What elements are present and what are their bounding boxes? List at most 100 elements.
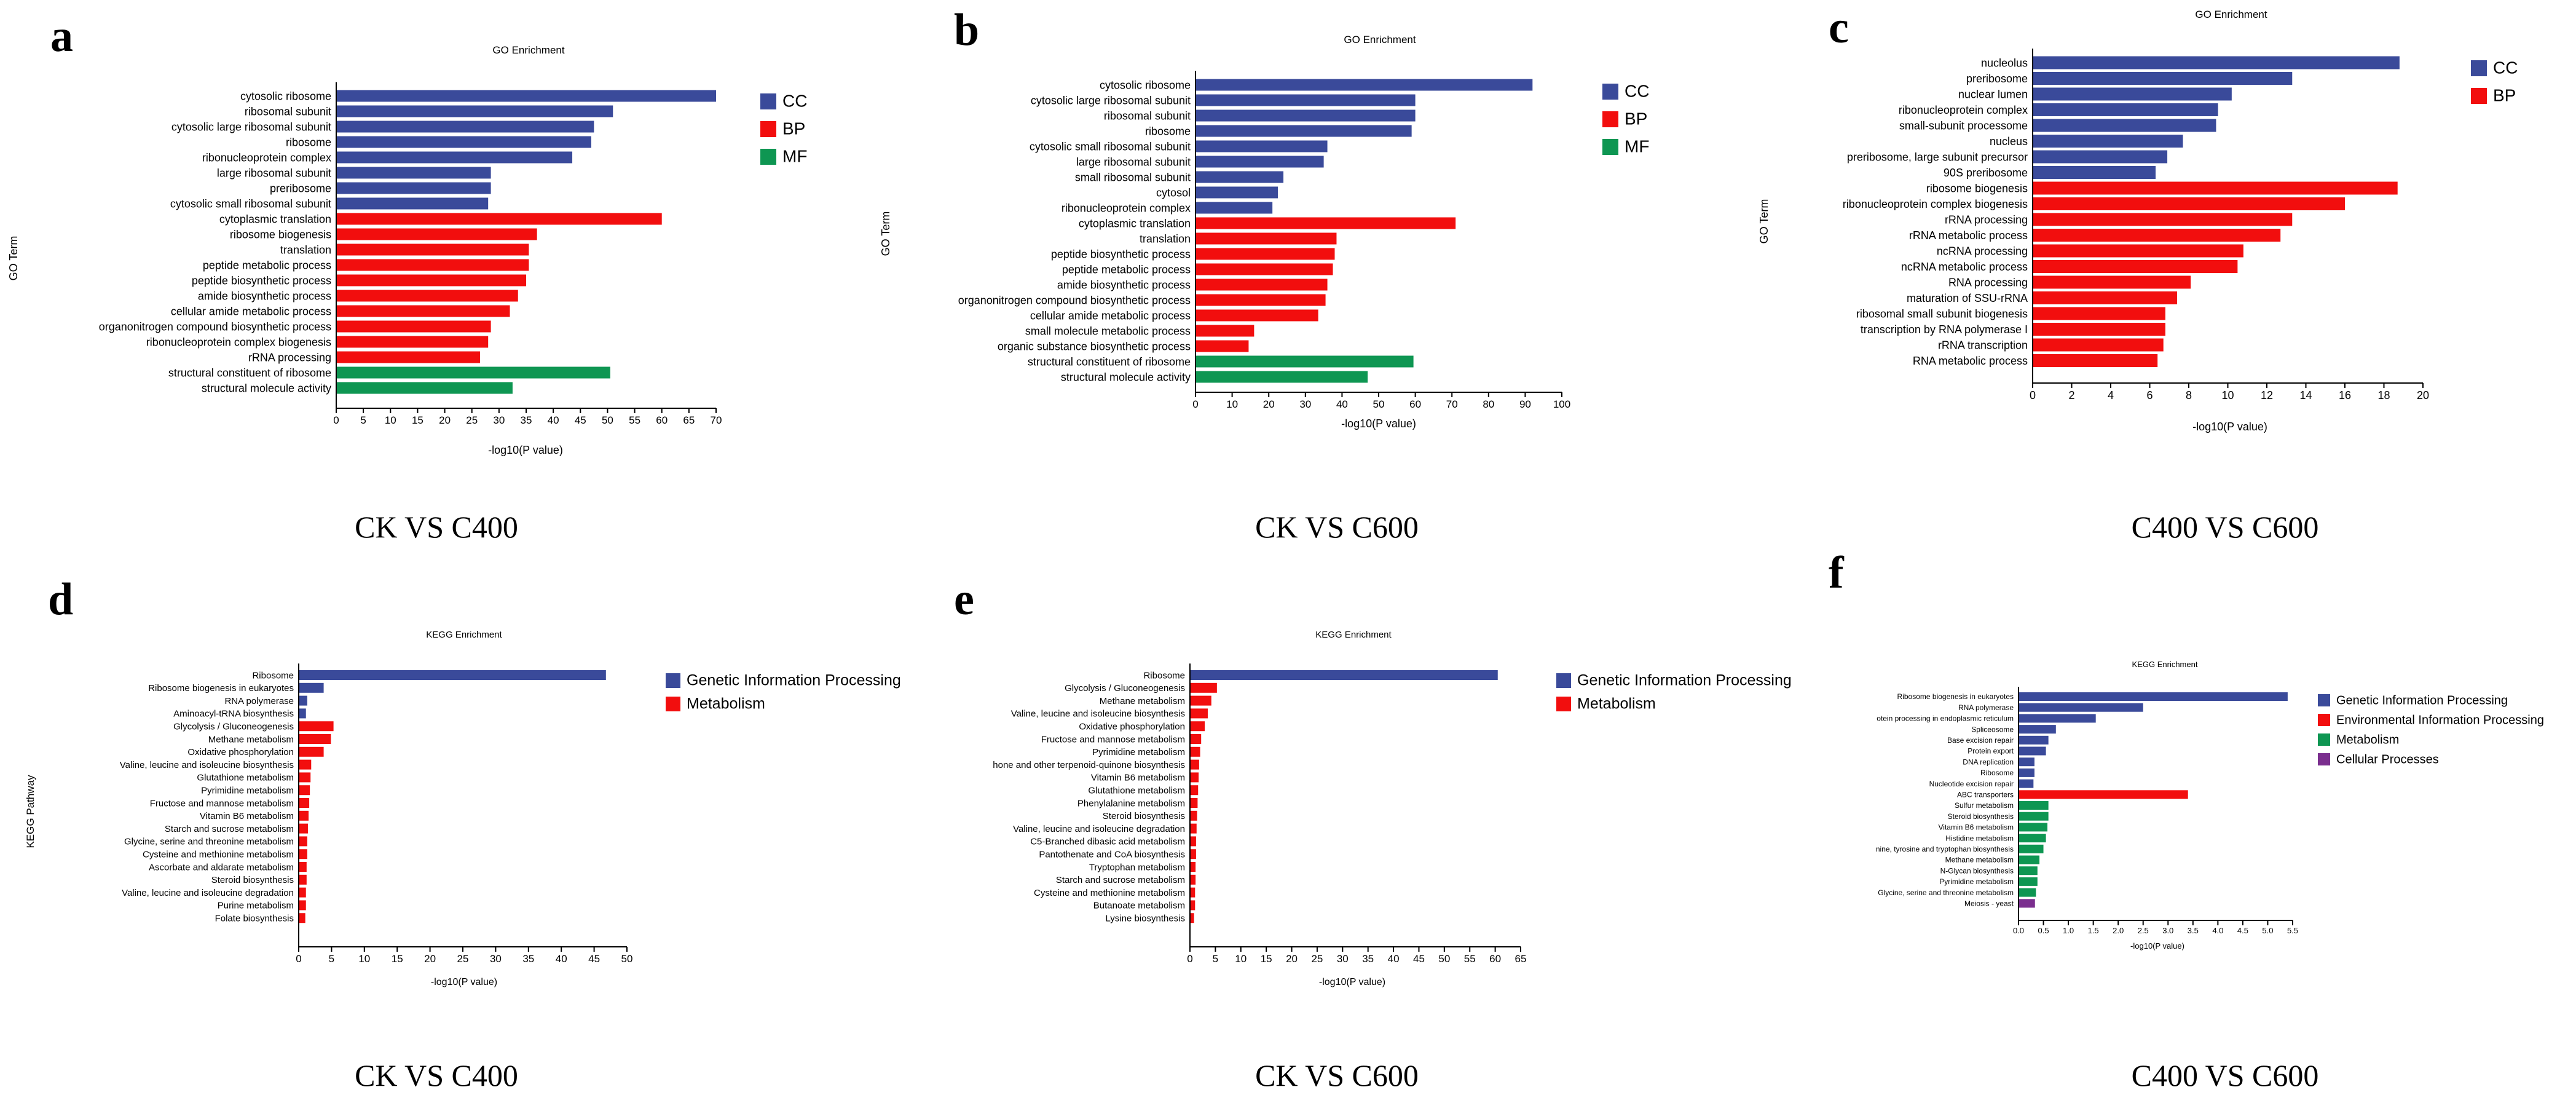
- chart-a-tick-label-2: 10: [385, 414, 396, 426]
- chart-b-category-label-9: cytoplasmic translation: [1079, 217, 1191, 229]
- chart-e-bar-10: [1191, 798, 1198, 808]
- chart-d-tick-label-2: 10: [358, 953, 370, 965]
- chart-d-category-label-16: Steroid biosynthesis: [211, 875, 294, 885]
- chart-c-category-label-16: ribosomal small subunit biogenesis: [1856, 307, 2028, 320]
- chart-b-bar-19: [1196, 371, 1368, 383]
- chart-a-tick-label-4: 20: [439, 414, 451, 426]
- chart-a-category-label-0: cytosolic ribosome: [240, 90, 331, 102]
- chart-f-bar-11: [2019, 812, 2049, 821]
- chart-a-category-label-11: peptide metabolic process: [203, 259, 331, 271]
- chart-c-category-label-8: ribosome biogenesis: [1926, 182, 2028, 194]
- chart-e-category-label-16: Starch and sucrose metabolism: [1056, 875, 1185, 885]
- chart-f-tick-label-2: 1.0: [2063, 926, 2074, 935]
- chart-c-tick-label-7: 14: [2299, 389, 2312, 401]
- chart-d-category-label-10: Fructose and mannose metabolism: [150, 798, 294, 808]
- chart-d-category-label-13: Glycine, serine and threonine metabolism: [124, 837, 294, 847]
- chart-d-bar-18: [299, 900, 306, 911]
- chart-a-bar-0: [337, 90, 716, 102]
- chart-d-tick-label-6: 30: [490, 953, 502, 965]
- chart-b-tick-label-4: 40: [1336, 398, 1348, 410]
- chart-c-bar-13: [2033, 260, 2238, 273]
- chart-c-bar-17: [2033, 323, 2165, 336]
- chart-b-category-label-5: large ribosomal subunit: [1076, 156, 1191, 168]
- chart-a-bar-10: [337, 243, 529, 256]
- chart-d-bar-17: [299, 887, 306, 898]
- chart-a-tick-label-8: 40: [548, 414, 559, 426]
- chart-e-legend-label-1: Metabolism: [1577, 695, 1656, 713]
- chart-a-bar-16: [337, 336, 489, 348]
- chart-d-category-label-17: Valine, leucine and isoleucine degradati…: [122, 888, 294, 898]
- chart-b-bar-8: [1196, 202, 1273, 214]
- chart-e-legend-swatch-1: [1556, 697, 1571, 711]
- chart-c-tick-label-5: 10: [2221, 389, 2234, 401]
- caption-b: CK VS C600: [1255, 510, 1419, 544]
- chart-b-legend-swatch-1: [1602, 111, 1618, 127]
- chart-e-bar-3: [1191, 708, 1208, 719]
- chart-f-category-label-17: Pyrimidine metabolism: [1939, 877, 2014, 886]
- chart-e-tick-label-13: 65: [1515, 953, 1527, 965]
- chart-a-category-label-18: structural constituent of ribosome: [168, 366, 331, 379]
- chart-f-legend-swatch-3: [2318, 753, 2330, 765]
- chart-b-bar-15: [1196, 309, 1318, 322]
- chart-c-category-label-5: nucleus: [1990, 135, 2028, 148]
- chart-e-category-label-6: Pyrimidine metabolism: [1092, 747, 1185, 757]
- chart-b-category-label-11: peptide biosynthetic process: [1051, 248, 1191, 260]
- chart-a-bar-19: [337, 382, 513, 394]
- chart-a-category-label-6: preribosome: [270, 182, 331, 194]
- chart-a-tick-label-3: 15: [412, 414, 423, 426]
- chart-b-legend-swatch-2: [1602, 139, 1618, 155]
- chart-f-bar-5: [2019, 746, 2046, 756]
- chart-a-category-label-16: ribonucleoprotein complex biogenesis: [146, 336, 331, 348]
- chart-f-category-label-14: nine, tyrosine and tryptophan biosynthes…: [1876, 845, 2014, 853]
- panel-label-c: c: [1829, 2, 1849, 53]
- chart-d-legend-label-1: Metabolism: [687, 695, 765, 713]
- chart-d-category-label-9: Pyrimidine metabolism: [201, 785, 294, 796]
- chart-b-tick-label-7: 70: [1446, 398, 1458, 410]
- chart-e-tick-label-12: 60: [1489, 953, 1501, 965]
- chart-b-bar-12: [1196, 263, 1333, 275]
- chart-b-category-label-17: organic substance biosynthetic process: [998, 340, 1191, 352]
- chart-a-tick-label-11: 55: [629, 414, 640, 426]
- chart-d-bar-19: [299, 913, 305, 923]
- chart-b-bar-1: [1196, 94, 1416, 106]
- chart-b-ylabel: GO Term: [880, 212, 892, 256]
- chart-c-bar-11: [2033, 229, 2281, 242]
- chart-a-bar-13: [337, 290, 518, 302]
- chart-e-category-label-17: Cysteine and methionine metabolism: [1034, 888, 1185, 898]
- chart-d-title: KEGG Enrichment: [426, 630, 502, 640]
- chart-e-category-label-9: Glutathione metabolism: [1088, 785, 1185, 796]
- chart-e-bar-17: [1191, 887, 1195, 898]
- chart-e-bar-1: [1191, 682, 1217, 693]
- caption-c: C400 VS C600: [2131, 510, 2319, 544]
- chart-c-bar-16: [2033, 307, 2165, 320]
- chart-b-bar-4: [1196, 140, 1328, 152]
- chart-c-category-label-2: nuclear lumen: [1958, 88, 2028, 100]
- chart-d-tick-label-9: 45: [588, 953, 600, 965]
- chart-a-category-label-12: peptide biosynthetic process: [192, 274, 331, 287]
- chart-b-tick-label-0: 0: [1192, 398, 1198, 410]
- chart-b-bar-16: [1196, 325, 1255, 337]
- chart-e-tick-label-3: 15: [1261, 953, 1272, 965]
- chart-e-bar-2: [1191, 695, 1211, 706]
- chart-a-legend-label-2: MF: [782, 146, 807, 165]
- chart-e-bar-11: [1191, 810, 1197, 821]
- chart-b-category-label-8: ribonucleoprotein complex: [1062, 202, 1191, 214]
- chart-f-category-label-6: DNA replication: [1963, 757, 2014, 766]
- chart-e-tick-label-9: 45: [1413, 953, 1425, 965]
- chart-e-bar-19: [1191, 913, 1194, 923]
- chart-a-tick-label-12: 60: [656, 414, 668, 426]
- chart-e-tick-label-8: 40: [1388, 953, 1400, 965]
- chart-b-category-label-12: peptide metabolic process: [1062, 263, 1191, 275]
- chart-d-bar-13: [299, 836, 307, 847]
- chart-a-legend-label-0: CC: [782, 91, 807, 110]
- chart-b-category-label-3: ribosome: [1145, 125, 1191, 137]
- chart-e-bar-5: [1191, 734, 1202, 744]
- chart-e-category-label-0: Ribosome: [1143, 670, 1185, 681]
- chart-d-ylabel: KEGG Pathway: [25, 775, 36, 848]
- chart-e-bar-6: [1191, 746, 1200, 757]
- chart-a-bar-8: [337, 213, 662, 225]
- chart-c-tick-label-3: 6: [2146, 389, 2153, 401]
- chart-d-category-label-2: RNA polymerase: [224, 696, 294, 706]
- chart-a-bar-1: [337, 105, 613, 117]
